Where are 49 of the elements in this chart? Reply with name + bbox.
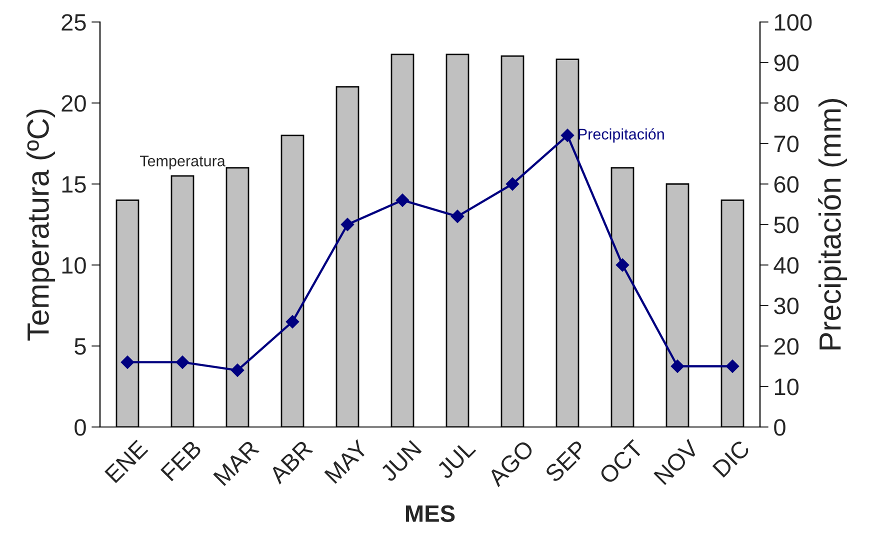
x-tick-label: DIC [712, 439, 751, 478]
point [670, 360, 684, 373]
bar [666, 183, 690, 427]
bar [116, 200, 140, 427]
y2-tick-label: 20 [774, 338, 799, 355]
bar [390, 54, 414, 427]
y2-tick-label: 10 [774, 378, 799, 396]
y2-tick-label: 40 [774, 257, 799, 274]
point [396, 194, 410, 207]
point [450, 210, 464, 223]
point [726, 360, 740, 373]
y2-tick-label: 0 [774, 419, 786, 436]
y-tick-label: 5 [74, 338, 86, 355]
bar [280, 134, 304, 427]
y-tick-label: 0 [74, 419, 86, 436]
point [560, 128, 574, 142]
y-tick-label: 10 [62, 257, 86, 274]
bar [610, 167, 634, 427]
point [230, 364, 244, 377]
y2-tick-label: 90 [774, 54, 799, 72]
y2-tick-label: 70 [774, 136, 799, 152]
y2-tick-label: 50 [774, 216, 799, 234]
bar [446, 54, 470, 427]
bar [720, 200, 744, 427]
y2-tick-label: 60 [774, 176, 799, 193]
bar [226, 167, 250, 427]
y2-tick-label: 30 [774, 298, 799, 314]
bar [556, 58, 580, 427]
point [506, 177, 520, 191]
x-tick-label: FEB [160, 440, 202, 482]
series-label: Temperatura [140, 156, 226, 170]
y-tick-label: 15 [62, 176, 86, 193]
bar [500, 55, 524, 427]
point [176, 356, 190, 369]
x-tick-label: JUL [436, 439, 476, 480]
point [340, 218, 354, 232]
point [286, 315, 300, 328]
y-tick-label: 20 [62, 95, 86, 112]
y2-tick-label: 100 [774, 14, 812, 31]
y-axis-title: Temperatura (ºC) [26, 110, 55, 341]
point [616, 258, 630, 272]
y2-axis-title: Precipitación (mm) [818, 99, 847, 350]
bar [336, 86, 360, 427]
bar [170, 175, 194, 427]
point [120, 356, 134, 369]
x-tick-label: SEP [544, 439, 588, 484]
y-tick-label: 25 [62, 14, 86, 31]
x-axis-title: MES [406, 505, 455, 522]
y2-tick-label: 80 [774, 95, 799, 112]
